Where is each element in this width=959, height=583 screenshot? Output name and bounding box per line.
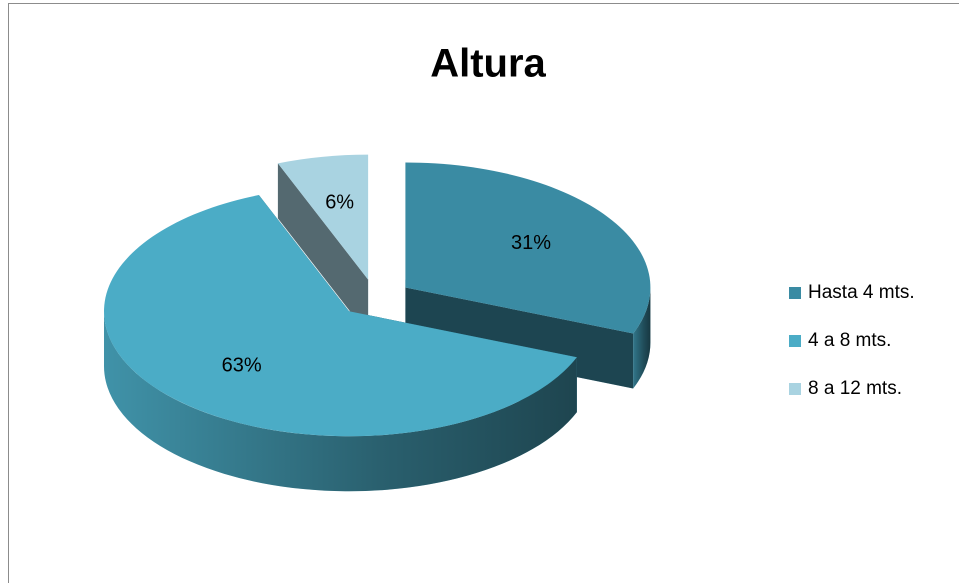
legend-label: Hasta 4 mts. xyxy=(808,282,915,303)
slice-top xyxy=(277,154,369,280)
slice-wall-shade xyxy=(633,287,651,389)
slice-side-shade xyxy=(277,163,369,335)
chart-title: Altura xyxy=(430,42,546,86)
data-label: 6% xyxy=(325,192,354,214)
legend-swatch xyxy=(789,287,801,299)
slice-top xyxy=(104,195,577,437)
legend-label: 8 a 12 mts. xyxy=(808,378,902,399)
data-label: 31% xyxy=(511,232,551,254)
data-label: 63% xyxy=(222,354,262,376)
legend-label: 4 a 8 mts. xyxy=(808,330,891,351)
legend-swatch xyxy=(789,335,801,347)
slice-top xyxy=(405,162,651,334)
legend-swatch xyxy=(789,383,801,395)
slice-wall-shade xyxy=(104,311,577,492)
